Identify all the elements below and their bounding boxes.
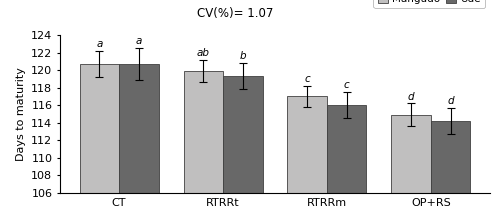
Text: b: b [240,51,246,61]
Bar [431,121,470,219]
Text: a: a [136,36,142,46]
Legend: Mangudo, Ude: Mangudo, Ude [374,0,485,8]
Text: ab: ab [197,48,210,58]
Bar [392,115,431,219]
Text: d: d [448,96,454,106]
Text: CV(%)= 1.07: CV(%)= 1.07 [197,7,273,19]
Text: c: c [304,74,310,84]
Bar [119,64,158,219]
Y-axis label: Days to maturity: Days to maturity [16,67,26,161]
Bar [223,76,262,219]
Bar [184,71,223,219]
Text: c: c [344,80,350,90]
Text: a: a [96,39,102,49]
Bar [288,96,327,219]
Bar [80,64,119,219]
Text: d: d [408,92,414,102]
Bar [327,105,366,219]
